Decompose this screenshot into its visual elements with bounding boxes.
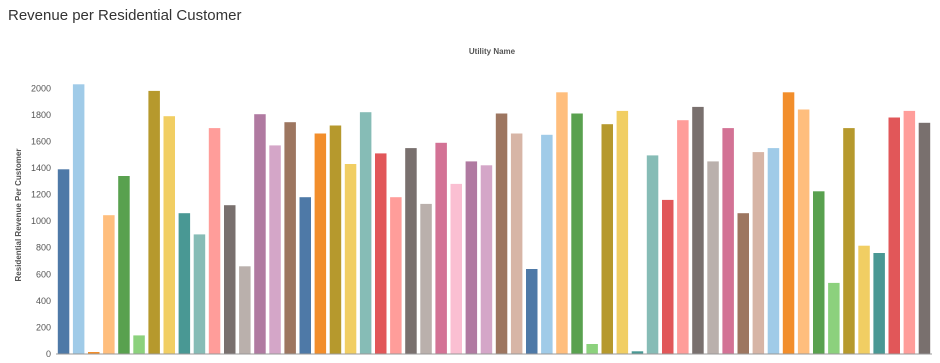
bar[interactable] [631, 351, 644, 354]
bar[interactable] [707, 161, 719, 354]
bar[interactable] [284, 122, 296, 354]
bar[interactable] [133, 335, 145, 354]
bar[interactable] [72, 84, 85, 355]
bar[interactable] [57, 169, 70, 354]
bar[interactable] [873, 253, 885, 354]
bar[interactable] [329, 125, 342, 355]
bar[interactable] [737, 213, 750, 354]
bar[interactable] [390, 197, 402, 354]
bar[interactable] [752, 152, 765, 354]
bar[interactable] [662, 199, 674, 354]
y-tick-label: 800 [36, 243, 51, 253]
bar[interactable] [616, 110, 629, 355]
bar[interactable] [103, 215, 115, 354]
y-tick-label: 1800 [31, 110, 51, 120]
bar[interactable] [88, 352, 100, 354]
page-title: Revenue per Residential Customer [8, 7, 242, 24]
bar[interactable] [480, 165, 493, 354]
bar[interactable] [601, 124, 614, 354]
x-axis-title: Utility Name [469, 47, 516, 56]
bar[interactable] [646, 155, 659, 354]
bar[interactable] [813, 191, 825, 355]
bar[interactable] [314, 133, 327, 355]
y-tick-label: 2000 [31, 83, 51, 93]
y-tick-label: 1000 [31, 216, 51, 226]
y-tick-label: 1600 [31, 136, 51, 146]
bar[interactable] [208, 128, 221, 354]
bar[interactable] [858, 245, 870, 354]
bar[interactable] [148, 90, 160, 355]
bar[interactable] [299, 197, 312, 354]
bar[interactable] [450, 183, 463, 354]
bar[interactable] [465, 161, 478, 354]
bar[interactable] [420, 203, 432, 354]
bar[interactable] [254, 114, 266, 354]
bar[interactable] [692, 106, 704, 355]
y-axis-title: Residential Revenue Per Customer [14, 149, 23, 282]
bar[interactable] [677, 120, 689, 354]
y-tick-label: 1200 [31, 190, 51, 200]
bar[interactable] [495, 113, 508, 355]
y-axis: 0 200 400 600 800 1000 1200 1400 1600 1800 2000 [31, 83, 51, 359]
y-tick-label: 0 [46, 349, 51, 358]
bar[interactable] [767, 148, 780, 354]
bar[interactable] [224, 205, 236, 354]
bar[interactable] [239, 266, 251, 354]
bar[interactable] [359, 112, 372, 354]
bar[interactable] [828, 282, 840, 354]
bar[interactable] [163, 116, 176, 354]
bar[interactable] [510, 133, 523, 355]
bar[interactable] [435, 142, 447, 354]
bar[interactable] [722, 128, 734, 354]
bar[interactable] [586, 344, 598, 354]
y-tick-label: 600 [36, 269, 51, 279]
bar[interactable] [888, 117, 901, 355]
bar[interactable] [178, 213, 191, 354]
bar[interactable] [118, 176, 130, 354]
bar[interactable] [526, 269, 538, 354]
bar[interactable] [782, 92, 795, 355]
bar[interactable] [344, 164, 357, 354]
bar[interactable] [903, 110, 916, 355]
bar[interactable] [405, 148, 417, 354]
bar[interactable] [918, 122, 931, 354]
y-tick-label: 200 [36, 322, 51, 332]
bar[interactable] [797, 109, 810, 355]
y-tick-label: 400 [36, 296, 51, 306]
bar[interactable] [571, 113, 583, 355]
bar[interactable] [375, 153, 387, 354]
bar[interactable] [556, 92, 568, 355]
bar[interactable] [269, 145, 281, 354]
bar[interactable] [541, 134, 553, 354]
bars-group [57, 84, 931, 355]
bar[interactable] [843, 128, 855, 354]
bar[interactable] [193, 234, 206, 354]
y-tick-label: 1400 [31, 163, 51, 173]
